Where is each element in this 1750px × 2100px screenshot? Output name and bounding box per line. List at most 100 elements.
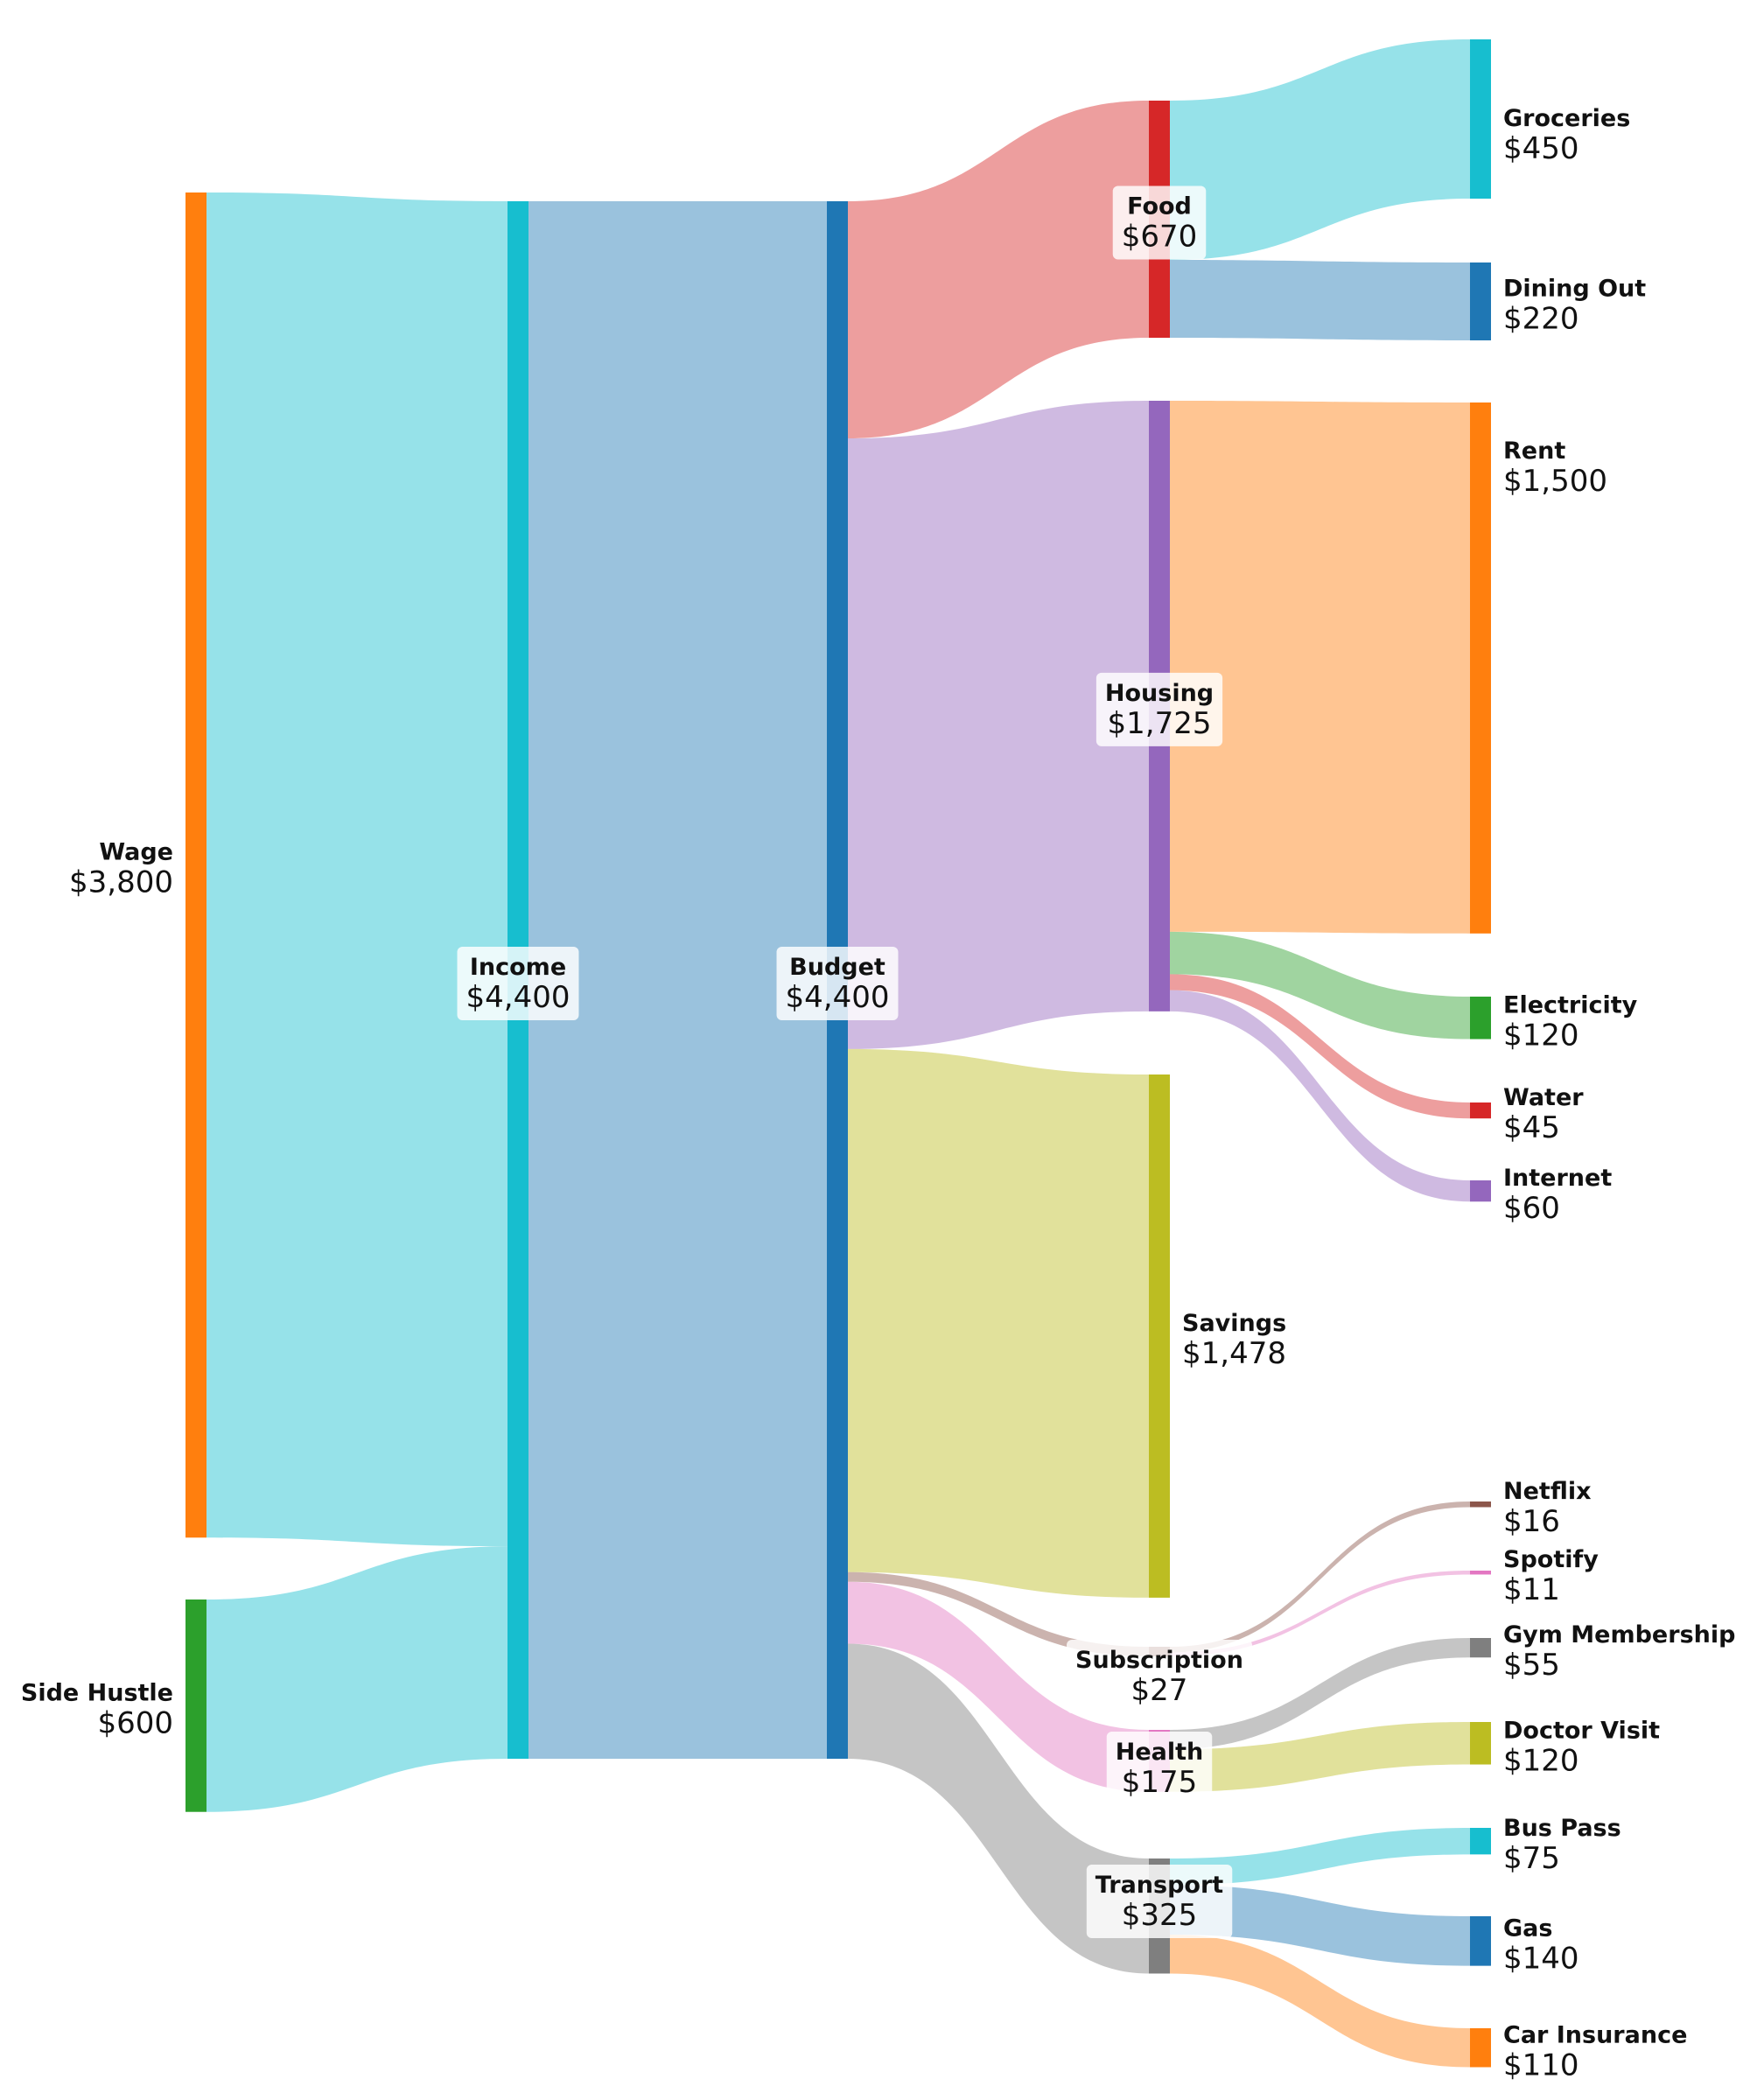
link-housing-to-internet [1170,990,1470,1202]
node-label-health: Health$175 [1106,1732,1213,1805]
link-subscription-to-netflix [1170,1502,1470,1653]
label-box-food [1112,186,1207,260]
node-water [1470,1102,1491,1119]
label-value-gas: $140 [1503,1941,1579,1976]
node-wage [186,192,206,1538]
label-value-water: $45 [1503,1110,1560,1145]
node-groceries [1470,39,1491,200]
link-housing-to-rent [1170,401,1470,934]
node-label-transport: Transport$325 [1086,1865,1233,1938]
label-name-housing: Housing [1105,680,1214,707]
node-bus-pass [1470,1828,1491,1855]
node-savings [1149,1074,1170,1598]
label-name-dining-out: Dining Out [1503,276,1646,303]
link-budget-to-food [848,101,1149,439]
node-gas [1470,1916,1491,1966]
label-name-gym-membership: Gym Membership [1503,1621,1735,1648]
label-name-doctor-visit: Doctor Visit [1503,1717,1660,1744]
label-name-spotify: Spotify [1503,1546,1599,1573]
node-label-income: Income$4,400 [457,947,579,1020]
link-subscription-to-spotify [1170,1571,1470,1656]
node-spotify [1470,1571,1491,1575]
label-value-netflix: $16 [1503,1504,1560,1539]
label-value-spotify: $11 [1503,1572,1560,1607]
node-label-food: Food$670 [1112,186,1207,260]
link-budget-to-health [848,1581,1149,1792]
label-name-internet: Internet [1503,1165,1612,1192]
label-name-groceries: Groceries [1503,105,1630,132]
label-name-food: Food [1127,193,1192,220]
node-label-housing: Housing$1,725 [1096,672,1223,746]
label-value-rent: $1,500 [1503,464,1607,499]
label-name-wage: Wage [99,839,173,866]
label-name-gas: Gas [1503,1914,1552,1942]
link-housing-to-electricity [1170,931,1470,1040]
node-label-internet: Internet$60 [1503,1165,1612,1226]
label-box-income [457,947,579,1020]
links-layer [206,39,1470,2068]
link-food-to-dining-out [1170,260,1470,340]
label-value-wage: $3,800 [69,865,173,900]
label-value-health: $175 [1122,1765,1198,1800]
label-name-budget: Budget [789,954,886,981]
node-label-side-hustle: Side Hustle$600 [21,1679,173,1740]
label-name-health: Health [1116,1739,1204,1766]
label-value-groceries: $450 [1503,131,1579,166]
node-netflix [1470,1502,1491,1508]
link-transport-to-bus-pass [1170,1828,1470,1886]
label-value-budget: $4,400 [786,980,890,1015]
link-budget-to-savings [848,1048,1149,1598]
node-label-car-insurance: Car Insurance$110 [1503,2021,1687,2082]
label-name-subscription: Subscription [1075,1647,1243,1674]
node-label-gas: Gas$140 [1503,1914,1579,1976]
link-health-to-gym-membership [1170,1638,1470,1750]
label-name-water: Water [1503,1084,1584,1111]
node-label-water: Water$45 [1503,1084,1584,1145]
node-label-groceries: Groceries$450 [1503,105,1630,166]
link-budget-to-subscription [848,1572,1149,1656]
label-value-savings: $1,478 [1182,1336,1286,1371]
link-income-to-budget [528,201,827,1759]
node-label-subscription: Subscription$27 [1067,1640,1252,1713]
link-housing-to-water [1170,974,1470,1119]
node-label-netflix: Netflix$16 [1503,1478,1592,1539]
link-transport-to-car-insurance [1170,1934,1470,2068]
node-label-electricity: Electricity$120 [1503,991,1638,1053]
node-label-doctor-visit: Doctor Visit$120 [1503,1717,1660,1778]
node-rent [1470,402,1491,934]
node-label-bus-pass: Bus Pass$75 [1503,1815,1621,1876]
node-internet [1470,1180,1491,1202]
node-label-wage: Wage$3,800 [69,839,173,900]
label-value-transport: $325 [1122,1898,1198,1933]
node-doctor-visit [1470,1722,1491,1765]
label-value-gym-membership: $55 [1503,1648,1560,1683]
link-budget-to-transport [848,1643,1149,1974]
node-label-budget: Budget$4,400 [776,947,899,1020]
label-value-electricity: $120 [1503,1018,1579,1053]
label-name-side-hustle: Side Hustle [21,1679,173,1706]
label-box-budget [776,947,899,1020]
node-label-rent: Rent$1,500 [1503,438,1607,499]
labels-layer: Wage$3,800 Side Hustle$600 Income$4,400 Bud… [21,105,1736,2082]
link-health-to-doctor-visit [1170,1722,1470,1792]
label-value-income: $4,400 [466,980,570,1015]
label-value-subscription: $27 [1131,1673,1188,1708]
label-name-savings: Savings [1182,1310,1286,1337]
link-transport-to-gas [1170,1885,1470,1966]
label-value-side-hustle: $600 [97,1705,173,1740]
label-value-housing: $1,725 [1108,706,1212,741]
label-value-dining-out: $220 [1503,302,1579,337]
link-wage-to-income [206,192,508,1547]
node-electricity [1470,997,1491,1040]
node-label-spotify: Spotify$11 [1503,1546,1599,1607]
node-label-gym-membership: Gym Membership$55 [1503,1621,1735,1683]
label-name-car-insurance: Car Insurance [1503,2021,1687,2048]
label-value-doctor-visit: $120 [1503,1743,1579,1778]
label-name-transport: Transport [1096,1872,1223,1899]
label-box-housing [1096,672,1223,746]
node-dining-out [1470,262,1491,340]
node-car-insurance [1470,2028,1491,2068]
node-label-dining-out: Dining Out$220 [1503,276,1646,337]
node-side-hustle [186,1600,206,1812]
